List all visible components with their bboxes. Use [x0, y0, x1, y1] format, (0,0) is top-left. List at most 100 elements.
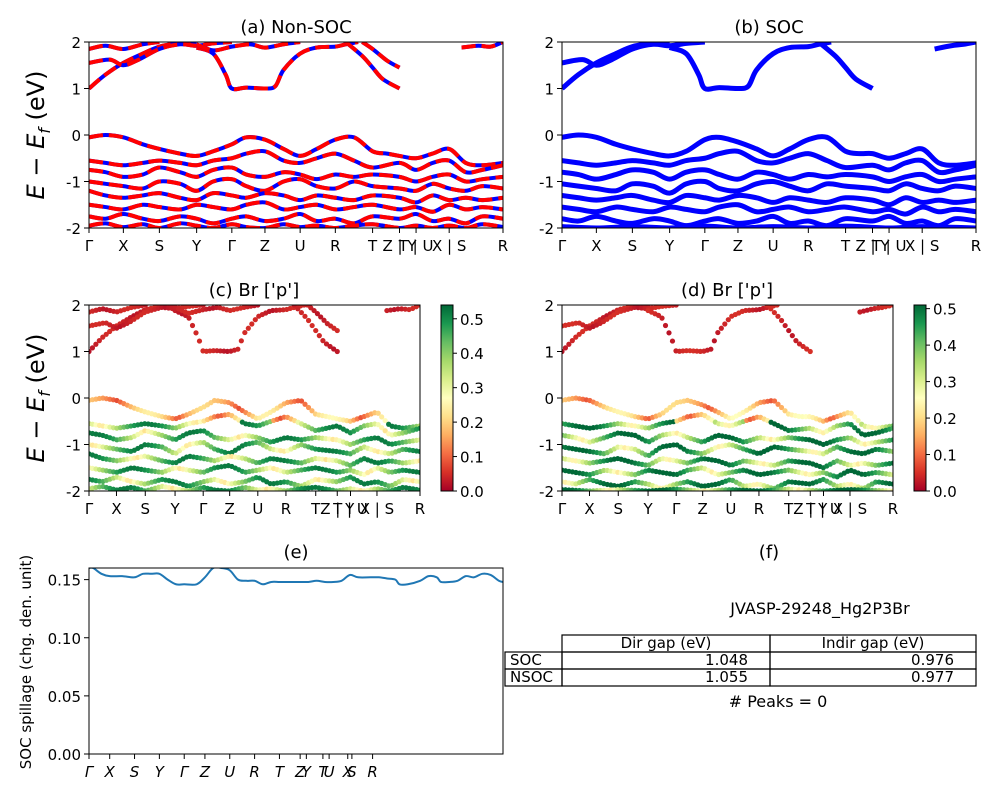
x-tick-label-d: Z | Y — [793, 500, 828, 518]
projection-point-c — [89, 345, 96, 351]
projection-point-d — [890, 305, 893, 308]
colorbar-tick-label-c: 0.4 — [460, 345, 484, 363]
projection-point-d — [711, 338, 717, 344]
projection-point-c — [238, 338, 244, 344]
band-line-a — [195, 42, 301, 53]
colorbar-tick-label-d: 0.1 — [933, 447, 957, 465]
x-tick-label-a: T | U — [398, 237, 434, 255]
projection-point-d — [569, 338, 575, 344]
projection-point-d — [855, 417, 861, 424]
x-tick-label-e: Z — [294, 763, 306, 781]
projection-point-d — [890, 481, 893, 487]
projection-point-d — [855, 428, 861, 434]
projection-point-d — [786, 327, 792, 334]
projection-point-c — [311, 307, 317, 314]
projection-point-c — [417, 448, 420, 455]
x-tick-label-e: U — [224, 763, 235, 781]
panel-b-title: (b) SOC — [734, 17, 803, 38]
projection-point-d — [778, 317, 785, 324]
x-tick-label-a: T — [367, 237, 378, 255]
projection-point-d — [852, 414, 858, 420]
x-tick-label-a: X — [118, 237, 128, 255]
x-tick-label-a: Γ — [85, 237, 94, 255]
x-tick-label-d: Z — [698, 500, 708, 518]
ylabel-middle-unit: (eV) — [22, 334, 50, 392]
y-tick-label-b: 2 — [544, 34, 554, 52]
x-tick-label-a: U — [295, 237, 306, 255]
y-tick-label-d: 2 — [544, 297, 554, 315]
panel-b-soc-bands: (b) SOC -2 -1 0 1 2 Γ X S Y Γ Z U R T Z | YT | UX | S R — [539, 17, 981, 255]
projection-point-c — [298, 309, 304, 316]
projection-point-d — [764, 305, 770, 308]
y-tick-label-b: -2 — [539, 220, 554, 238]
projection-point-c — [305, 317, 312, 324]
x-tick-label-a: R — [330, 237, 340, 255]
y-tick-label-d: -2 — [539, 483, 554, 501]
x-tick-label-b: T — [840, 237, 851, 255]
band-line-b — [562, 148, 976, 176]
projection-point-c — [89, 348, 92, 355]
y-tick-label-a: 2 — [71, 34, 81, 52]
plot-frame-b — [561, 41, 977, 229]
projection-point-c — [196, 338, 203, 344]
plot-frame-a — [88, 41, 504, 229]
projection-point-c — [417, 479, 420, 485]
plot-frame-d — [561, 304, 894, 492]
projection-point-c — [417, 458, 420, 464]
projection-point-d — [775, 313, 781, 319]
y-tick-label-c: 2 — [71, 297, 81, 315]
spillage-line — [89, 568, 503, 586]
colorbar-c — [440, 304, 454, 492]
projection-point-d — [667, 404, 673, 411]
x-tick-label-b: Γ — [558, 237, 567, 255]
band-line-a — [89, 132, 503, 168]
projection-point-d — [774, 305, 780, 308]
band-line-a — [89, 148, 503, 175]
table-cell-soc-dir: 1.048 — [705, 651, 748, 669]
panel-f-gap-table: (f) JVASP-29248_Hg2P3Br Dir gap (eV) Ind… — [504, 542, 977, 711]
projection-point-c — [320, 338, 326, 344]
table-header-dir-gap: Dir gap (eV) — [621, 634, 712, 652]
projection-point-c — [295, 306, 301, 312]
projection-point-c — [379, 414, 385, 420]
band-line-b — [562, 213, 976, 228]
projection-point-d — [666, 330, 672, 336]
x-tick-label-b: Y — [664, 237, 675, 255]
projection-point-d — [789, 333, 795, 339]
y-tick-label-a: -1 — [66, 174, 81, 192]
x-tick-label-b: X — [591, 237, 601, 255]
x-tick-label-a: R — [498, 237, 508, 255]
projection-point-d — [890, 448, 893, 455]
x-tick-label-b: R — [803, 237, 813, 255]
projection-point-d — [573, 334, 579, 340]
projection-point-c — [249, 321, 255, 327]
projection-point-d — [848, 422, 854, 428]
bands-b — [562, 42, 976, 228]
y-tick-label-d: 0 — [544, 390, 554, 408]
ylabel-top-main: E − E — [22, 133, 50, 200]
band-line-b — [562, 192, 976, 208]
projection-point-c — [255, 305, 261, 308]
band-line-b — [562, 178, 976, 196]
projection-point-d — [659, 315, 665, 321]
band-line-a — [89, 212, 503, 226]
x-tick-label-b: X | S — [905, 237, 939, 255]
colorbar-tick-label-d: 0.4 — [933, 337, 957, 355]
projection-point-c — [417, 437, 420, 443]
projection-point-d — [580, 328, 586, 335]
y-tick-label-b: 0 — [544, 127, 554, 145]
x-tick-label-a: Z — [260, 237, 270, 255]
x-tick-label-a: Γ — [228, 237, 237, 255]
y-tick-label-e: 0.10 — [48, 630, 81, 648]
band-line-b — [562, 132, 976, 168]
projection-point-c — [321, 317, 327, 323]
projection-point-d — [890, 488, 893, 491]
projection-point-d — [782, 322, 788, 329]
x-tick-label-e: T — [275, 763, 286, 781]
table-cell-nsoc: NSOC — [510, 668, 553, 686]
projection-point-c — [298, 398, 305, 404]
y-tick-label-d: 1 — [544, 344, 554, 362]
x-tick-label-e: S — [347, 763, 357, 781]
